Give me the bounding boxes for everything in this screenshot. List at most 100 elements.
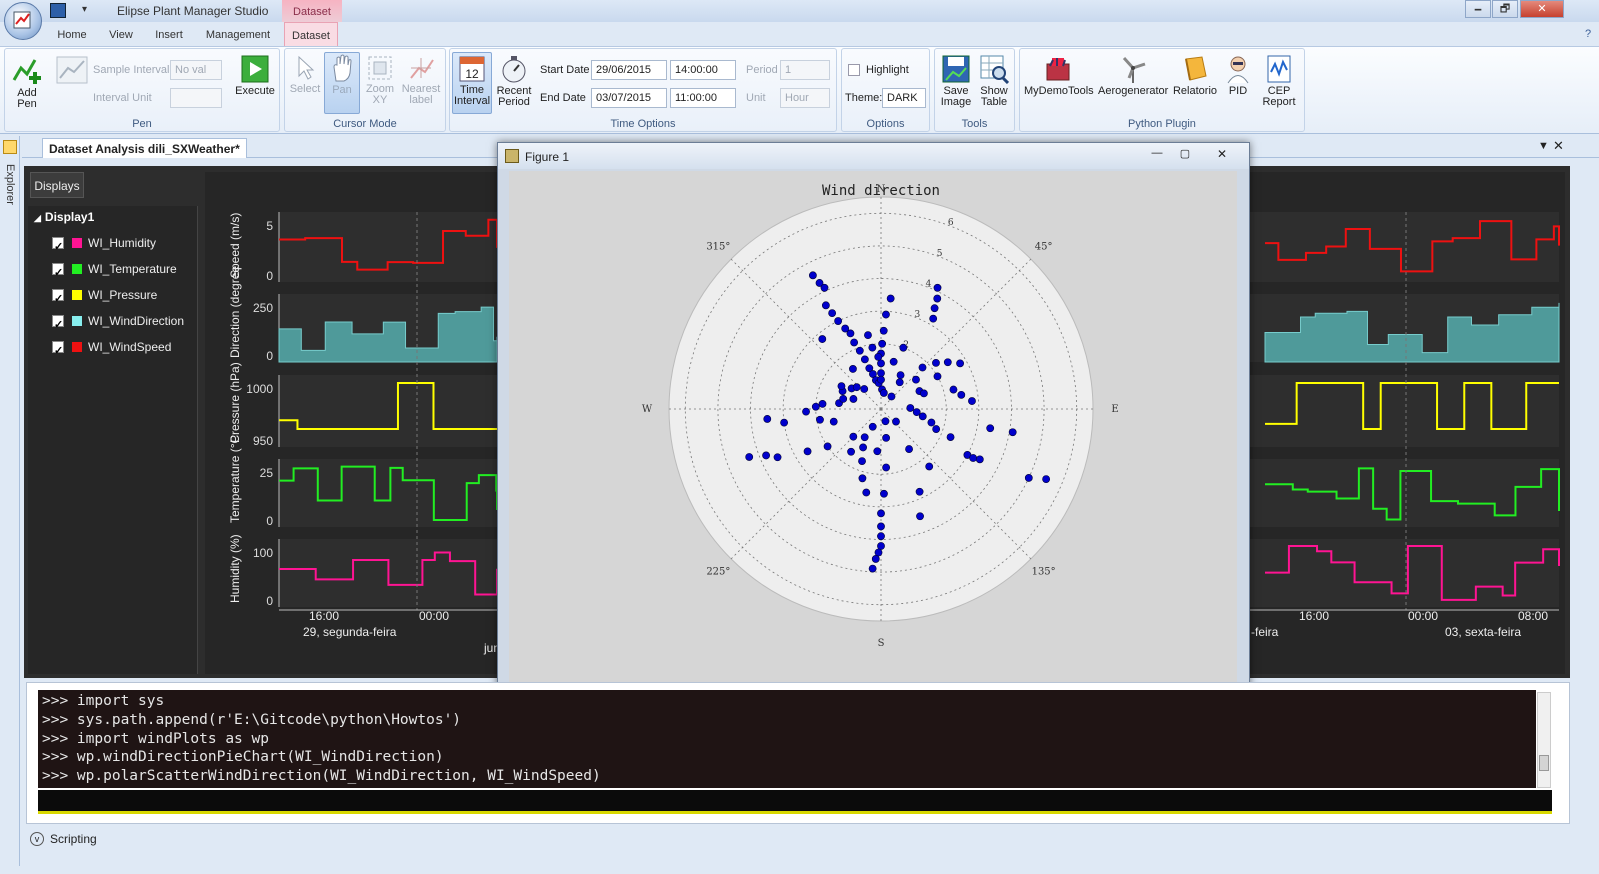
figure-maximize-button[interactable]: ▢ bbox=[1179, 148, 1191, 160]
display-root[interactable]: ◢ Display1 bbox=[28, 206, 197, 224]
recent-period-button[interactable]: Recent Period bbox=[494, 54, 534, 108]
x-tick-label: 08:00 bbox=[1518, 609, 1548, 623]
tab-list-dropdown-icon[interactable]: ▼ bbox=[1538, 140, 1549, 152]
quick-access-dropdown-icon[interactable]: ▾ bbox=[82, 4, 88, 15]
save-image-icon bbox=[942, 55, 970, 83]
show-table-button[interactable]: Show Table bbox=[975, 54, 1013, 108]
tab-home[interactable]: Home bbox=[57, 29, 87, 41]
app-logo-icon bbox=[13, 11, 31, 29]
console-scroll-thumb[interactable] bbox=[1539, 755, 1549, 771]
select-button[interactable]: Select bbox=[288, 54, 322, 95]
relatorio-button[interactable]: Relatorio bbox=[1170, 54, 1220, 97]
scatter-point bbox=[943, 358, 952, 367]
aerogenerator-button[interactable]: Aerogenerator bbox=[1098, 54, 1168, 97]
scatter-point bbox=[852, 383, 861, 392]
add-pen-button[interactable]: Add Pen bbox=[8, 54, 46, 110]
compass-label-s: S bbox=[878, 638, 885, 649]
scatter-point bbox=[968, 397, 976, 405]
figure-canvas[interactable]: Wind direction23456NESW45°135°225°315° bbox=[509, 171, 1237, 701]
pen-checkbox[interactable] bbox=[52, 338, 64, 364]
polar-chart[interactable]: Wind direction23456NESW45°135°225°315° bbox=[509, 171, 1237, 701]
scatter-point bbox=[808, 271, 817, 280]
nearest-label-button[interactable]: Nearest label bbox=[400, 54, 442, 106]
figure-titlebar[interactable]: Figure 1 — ▢ ✕ bbox=[498, 143, 1249, 169]
tab-management[interactable]: Management bbox=[205, 29, 271, 41]
save-image-label: Save Image bbox=[940, 85, 972, 108]
scatter-point bbox=[878, 339, 887, 348]
explorer-label[interactable]: Explorer bbox=[4, 164, 16, 205]
explorer-sidebar[interactable] bbox=[0, 136, 20, 866]
zoom-xy-button[interactable]: Zoom XY bbox=[362, 54, 398, 106]
y-tick-label: 250 bbox=[253, 301, 273, 315]
explorer-icon[interactable] bbox=[3, 140, 17, 154]
scatter-point bbox=[892, 417, 900, 426]
expand-chevron-icon[interactable]: v bbox=[30, 832, 44, 846]
wind-turbine-icon bbox=[1122, 56, 1146, 83]
collapse-triangle-icon[interactable]: ◢ bbox=[34, 213, 41, 223]
pen-item[interactable]: WI_Temperature bbox=[52, 256, 197, 286]
document-tab[interactable]: Dataset Analysis dili_SXWeather* bbox=[42, 138, 247, 158]
scripting-bar[interactable]: v Scripting bbox=[24, 826, 1570, 852]
figure-window[interactable]: Figure 1 — ▢ ✕ Wind direction23456NESW45… bbox=[497, 142, 1250, 745]
unit-select[interactable]: Hour bbox=[780, 88, 830, 108]
end-time-input[interactable]: 11:00:00 bbox=[670, 88, 736, 108]
scatter-point bbox=[873, 447, 882, 456]
console-scrollbar[interactable] bbox=[1537, 692, 1551, 788]
pen-checkbox[interactable] bbox=[52, 260, 64, 286]
figure-close-button[interactable]: ✕ bbox=[1216, 147, 1228, 161]
period-input[interactable]: 1 bbox=[780, 60, 830, 80]
pen-item[interactable]: WI_Pressure bbox=[52, 282, 197, 312]
scatter-point bbox=[855, 346, 864, 355]
interval-unit-select[interactable] bbox=[170, 88, 222, 108]
pen-checkbox[interactable] bbox=[52, 286, 64, 312]
pan-button[interactable]: Pan bbox=[324, 52, 360, 114]
group-plugin-label: Python Plugin bbox=[1128, 118, 1196, 130]
displays-header[interactable]: Displays bbox=[30, 172, 84, 198]
pid-button[interactable]: PID bbox=[1222, 54, 1254, 97]
tab-insert[interactable]: Insert bbox=[155, 29, 183, 41]
minimize-button[interactable]: 🗕 bbox=[1465, 0, 1491, 18]
maximize-button[interactable]: 🗗 bbox=[1492, 0, 1518, 18]
figure-title: Figure 1 bbox=[525, 150, 570, 164]
tab-view[interactable]: View bbox=[109, 29, 133, 41]
theme-select[interactable]: DARK bbox=[882, 88, 926, 108]
mydemotools-button[interactable]: MyDemoTools bbox=[1024, 54, 1094, 97]
scatter-point bbox=[850, 338, 859, 347]
time-interval-button[interactable]: 12 Time Interval bbox=[452, 52, 492, 114]
close-document-icon[interactable]: ✕ bbox=[1553, 138, 1564, 153]
scatter-point bbox=[839, 394, 848, 403]
cep-report-button[interactable]: CEP Report bbox=[1256, 54, 1302, 108]
pen-properties-icon[interactable] bbox=[56, 56, 88, 84]
pen-checkbox[interactable] bbox=[52, 234, 64, 260]
sample-interval-input[interactable]: No val bbox=[170, 60, 222, 80]
scatter-point bbox=[877, 375, 885, 384]
python-command-input[interactable] bbox=[38, 790, 1552, 814]
python-console-output[interactable]: >>> import sys >>> sys.path.append(r'E:\G… bbox=[38, 690, 1536, 788]
pen-item[interactable]: WI_Humidity bbox=[52, 230, 197, 260]
start-time-input[interactable]: 14:00:00 bbox=[670, 60, 736, 80]
pen-label: WI_Temperature bbox=[88, 262, 177, 276]
start-date-input[interactable]: 29/06/2015 bbox=[591, 60, 667, 80]
help-icon[interactable]: ? bbox=[1585, 28, 1592, 40]
scatter-point bbox=[858, 457, 866, 466]
pen-item[interactable]: WI_WindDirection bbox=[52, 308, 197, 338]
highlight-checkbox[interactable] bbox=[848, 64, 860, 76]
save-image-button[interactable]: Save Image bbox=[937, 54, 975, 108]
radial-gridline bbox=[717, 245, 1045, 573]
x-tick-label: 16:00 bbox=[309, 609, 339, 623]
execute-button[interactable]: Execute bbox=[234, 54, 276, 97]
pen-checkbox[interactable] bbox=[52, 312, 64, 338]
end-date-input[interactable]: 03/07/2015 bbox=[591, 88, 667, 108]
y-axis-label: Pressure (hPa) bbox=[228, 362, 242, 443]
y-axis-label: Temperature (°C bbox=[228, 435, 242, 523]
pid-label: PID bbox=[1228, 85, 1248, 97]
tab-dataset[interactable]: Dataset bbox=[284, 22, 338, 46]
save-quick-icon[interactable] bbox=[50, 3, 66, 18]
pen-item[interactable]: WI_WindSpeed bbox=[52, 334, 197, 364]
figure-minimize-button[interactable]: — bbox=[1151, 147, 1163, 159]
scatter-point bbox=[918, 363, 927, 372]
group-cursor-label: Cursor Mode bbox=[333, 118, 397, 130]
close-button[interactable]: ✕ bbox=[1520, 0, 1564, 18]
scatter-point bbox=[915, 487, 924, 496]
app-menu-button[interactable] bbox=[4, 2, 42, 40]
